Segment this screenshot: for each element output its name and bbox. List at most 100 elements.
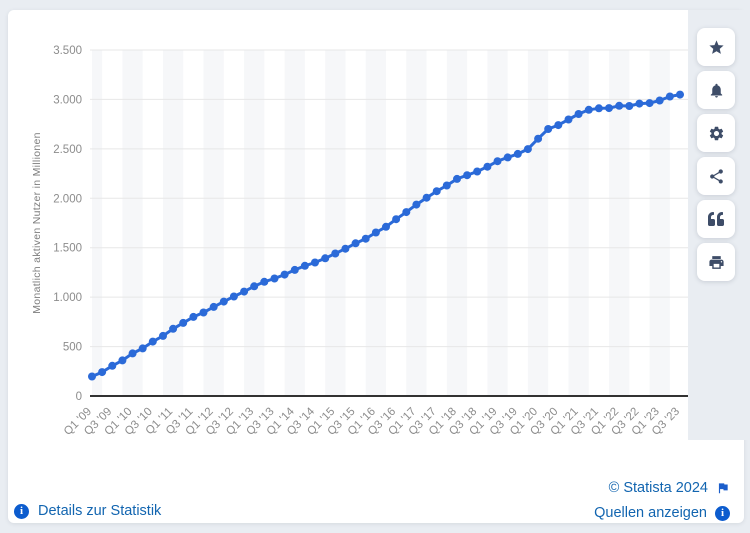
cite-button[interactable] (697, 200, 735, 238)
action-toolbar (697, 28, 737, 281)
stripe-band (244, 50, 265, 396)
data-point[interactable] (169, 324, 178, 333)
stripe-band (568, 50, 589, 396)
stripe-band (446, 50, 468, 396)
stripe-band (527, 50, 549, 396)
data-point[interactable] (148, 337, 157, 346)
data-point[interactable] (88, 372, 96, 381)
data-point[interactable] (453, 174, 461, 183)
sources-link[interactable]: Quellen anzeigen i (594, 505, 730, 521)
data-point[interactable] (341, 244, 350, 253)
stripe-band (325, 50, 346, 396)
y-axis-title: Monatlich aktiven Nutzer in Millionen (31, 132, 43, 314)
data-point[interactable] (128, 349, 137, 358)
y-tick-label: 1.000 (53, 292, 82, 304)
y-tick-label: 3.000 (53, 94, 82, 106)
bell-icon (708, 82, 725, 99)
data-point[interactable] (523, 145, 532, 154)
share-button[interactable] (697, 157, 735, 195)
data-point[interactable] (645, 99, 654, 108)
data-point[interactable] (199, 308, 208, 317)
data-point[interactable] (554, 121, 563, 130)
stripe-band (609, 50, 630, 396)
data-point[interactable] (574, 110, 583, 118)
favorite-button[interactable] (697, 28, 735, 66)
print-button[interactable] (697, 243, 735, 281)
data-point[interactable] (625, 102, 634, 110)
data-point[interactable] (179, 318, 188, 327)
data-point[interactable] (108, 361, 117, 370)
data-point[interactable] (655, 96, 664, 105)
data-point[interactable] (331, 249, 340, 258)
data-point[interactable] (382, 222, 390, 231)
data-point[interactable] (615, 101, 624, 110)
data-point[interactable] (422, 193, 431, 202)
stripe-band (365, 50, 386, 396)
data-point[interactable] (584, 105, 593, 114)
data-point[interactable] (260, 277, 269, 286)
star-icon (708, 39, 725, 56)
data-point[interactable] (219, 297, 228, 306)
settings-button[interactable] (697, 114, 735, 152)
info-icon: i (14, 503, 29, 519)
data-point[interactable] (351, 239, 360, 248)
info-icon: i (715, 505, 730, 521)
gear-icon (708, 125, 725, 142)
stripe-band (284, 50, 305, 396)
data-point[interactable] (98, 368, 107, 377)
data-point[interactable] (209, 302, 218, 311)
data-point[interactable] (402, 208, 411, 217)
data-point[interactable] (463, 171, 472, 180)
data-point[interactable] (290, 265, 299, 274)
data-point[interactable] (564, 115, 573, 124)
data-point[interactable] (544, 125, 553, 133)
data-point[interactable] (442, 181, 451, 190)
data-point[interactable] (118, 356, 127, 365)
notifications-button[interactable] (697, 71, 735, 109)
data-point[interactable] (138, 344, 147, 353)
y-tick-label: 0 (76, 391, 82, 403)
data-point[interactable] (432, 187, 441, 196)
data-point[interactable] (159, 331, 167, 340)
data-point[interactable] (594, 104, 603, 113)
footer-right: © Statista 2024 Quellen anzeigen i (594, 480, 730, 521)
data-point[interactable] (240, 287, 249, 296)
data-point[interactable] (483, 162, 492, 171)
sources-link-label: Quellen anzeigen (594, 505, 707, 521)
data-point[interactable] (250, 282, 259, 291)
copyright-label: © Statista 2024 (608, 480, 708, 496)
quote-icon (708, 211, 724, 227)
data-point[interactable] (635, 99, 644, 108)
stripe-band (406, 50, 427, 396)
data-point[interactable] (321, 254, 330, 263)
data-point[interactable] (371, 228, 380, 237)
data-point[interactable] (392, 215, 401, 224)
data-point[interactable] (280, 270, 289, 279)
share-icon (708, 168, 725, 185)
data-point[interactable] (189, 312, 198, 321)
y-tick-label: 2.000 (53, 193, 82, 205)
statista-copyright-link[interactable]: © Statista 2024 (609, 480, 730, 496)
data-point[interactable] (473, 167, 482, 176)
data-point[interactable] (229, 292, 238, 301)
y-tick-label: 1.500 (53, 243, 82, 255)
data-point[interactable] (270, 274, 279, 283)
data-point[interactable] (493, 157, 502, 166)
data-point[interactable] (665, 92, 674, 101)
stripe-band (487, 50, 508, 396)
stripe-band (649, 50, 670, 396)
data-point[interactable] (676, 90, 684, 99)
stripe-band (92, 50, 103, 396)
details-link[interactable]: i Details zur Statistik (14, 503, 161, 519)
data-point[interactable] (311, 258, 319, 267)
data-point[interactable] (534, 134, 543, 143)
stripe-band (203, 50, 224, 396)
data-point[interactable] (361, 234, 370, 243)
data-point[interactable] (503, 153, 512, 162)
details-link-label: Details zur Statistik (38, 503, 162, 519)
data-point[interactable] (513, 149, 522, 158)
data-point[interactable] (605, 104, 613, 113)
data-point[interactable] (300, 261, 309, 270)
data-point[interactable] (412, 200, 421, 209)
